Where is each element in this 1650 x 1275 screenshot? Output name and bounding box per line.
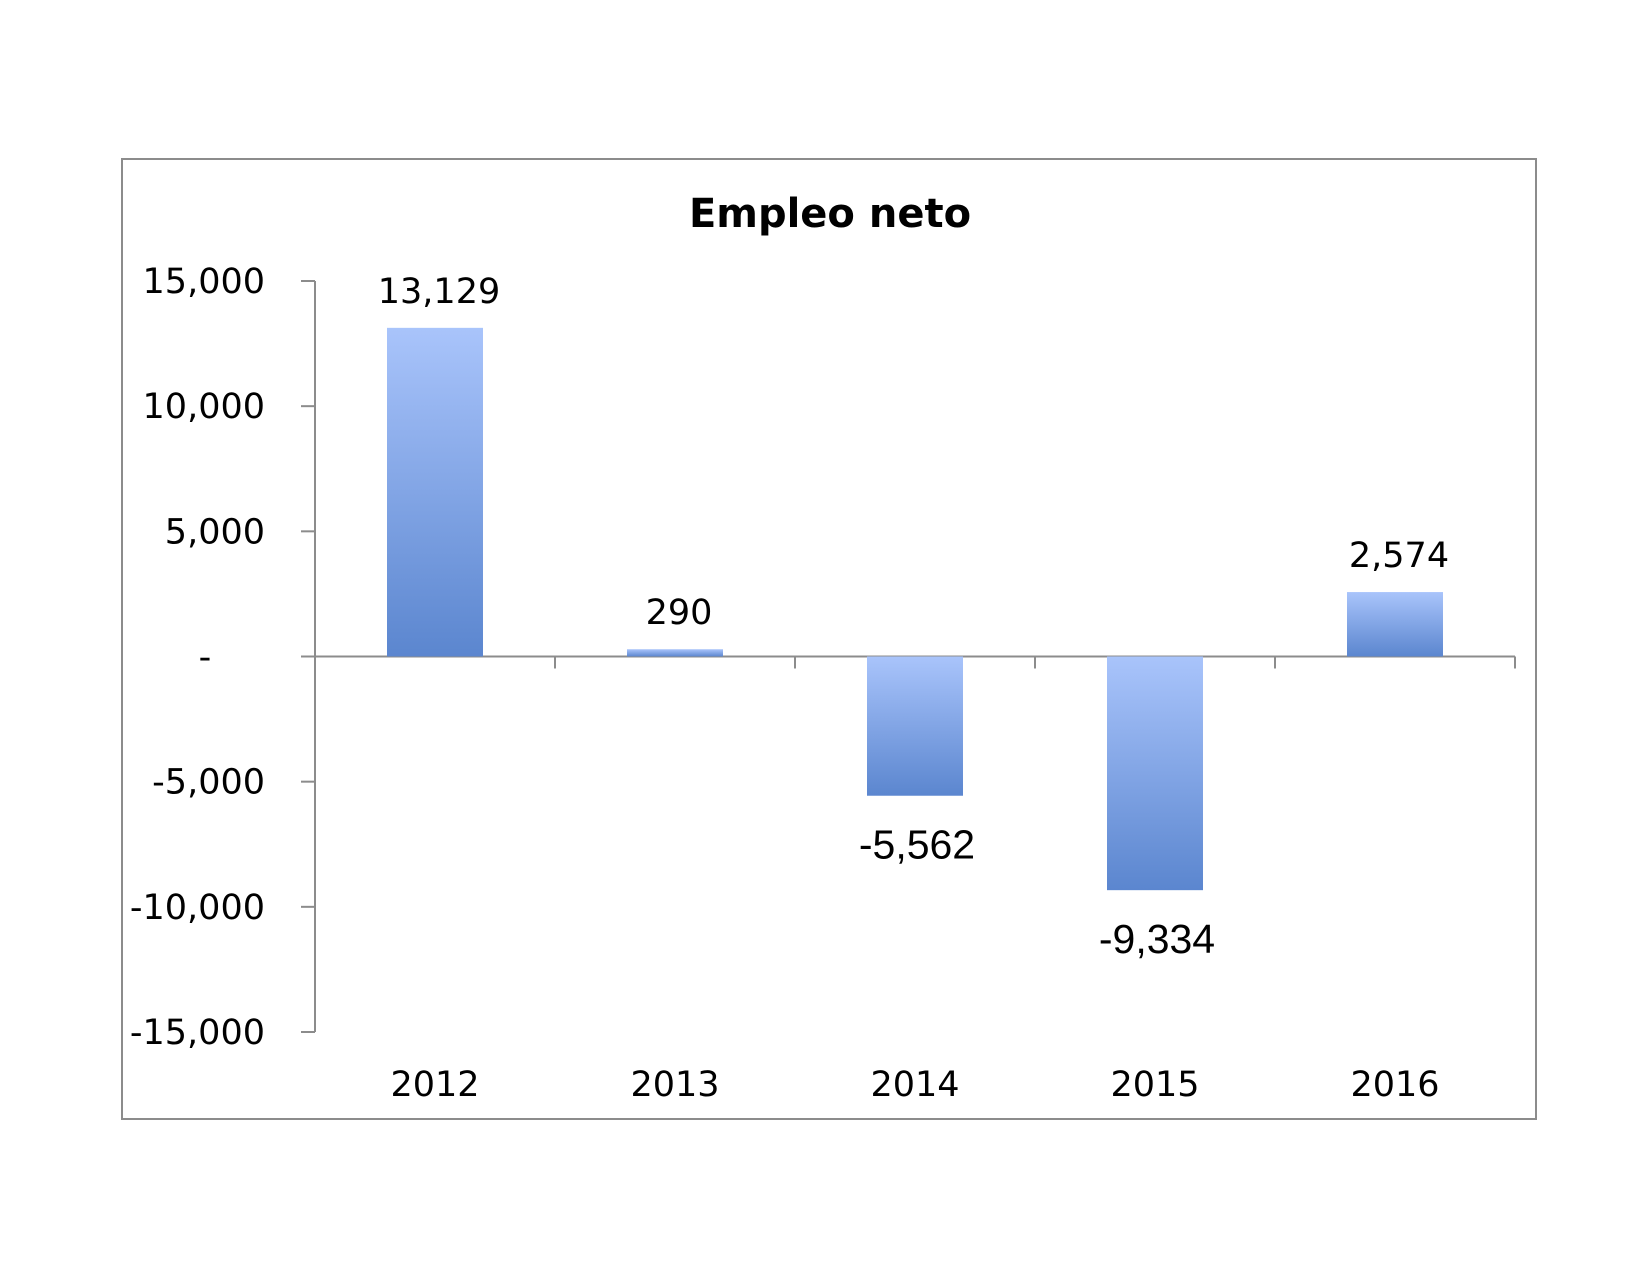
labels: 2012 13,129 2013 290 2014 -5,562 2015 -9,334 201… xyxy=(378,272,1449,1105)
y-tick-label: - xyxy=(199,638,212,678)
x-tick-label: 2016 xyxy=(1350,1065,1439,1105)
data-label: 290 xyxy=(646,593,713,633)
x-tick-label: 2014 xyxy=(870,1065,959,1105)
y-tick-label: 15,000 xyxy=(143,262,265,302)
data-label: -5,562 xyxy=(859,822,975,868)
data-label: 2,574 xyxy=(1349,536,1449,576)
axes: 15,000 10,000 5,000 - -5,000 -10,000 -15,000 xyxy=(130,262,1516,1053)
y-tick-label: 5,000 xyxy=(165,512,265,552)
chart-title: Empleo neto xyxy=(689,191,971,237)
x-tick-label: 2013 xyxy=(630,1065,719,1105)
chart-frame xyxy=(121,158,1537,1120)
bar-2016 xyxy=(1347,592,1443,657)
y-tick-label: -15,000 xyxy=(130,1013,265,1053)
x-tick-label: 2015 xyxy=(1110,1065,1199,1105)
bars xyxy=(387,327,1443,891)
y-tick-label: -5,000 xyxy=(152,763,265,803)
y-tick-label: 10,000 xyxy=(143,387,265,427)
bar-2012 xyxy=(387,327,483,657)
bar-2013 xyxy=(627,649,723,657)
data-label: -9,334 xyxy=(1099,916,1215,962)
bar-2015 xyxy=(1107,656,1203,891)
bar-2014 xyxy=(867,656,963,796)
y-tick-label: -10,000 xyxy=(130,888,265,928)
data-label: 13,129 xyxy=(378,272,500,312)
x-tick-label: 2012 xyxy=(390,1065,479,1105)
